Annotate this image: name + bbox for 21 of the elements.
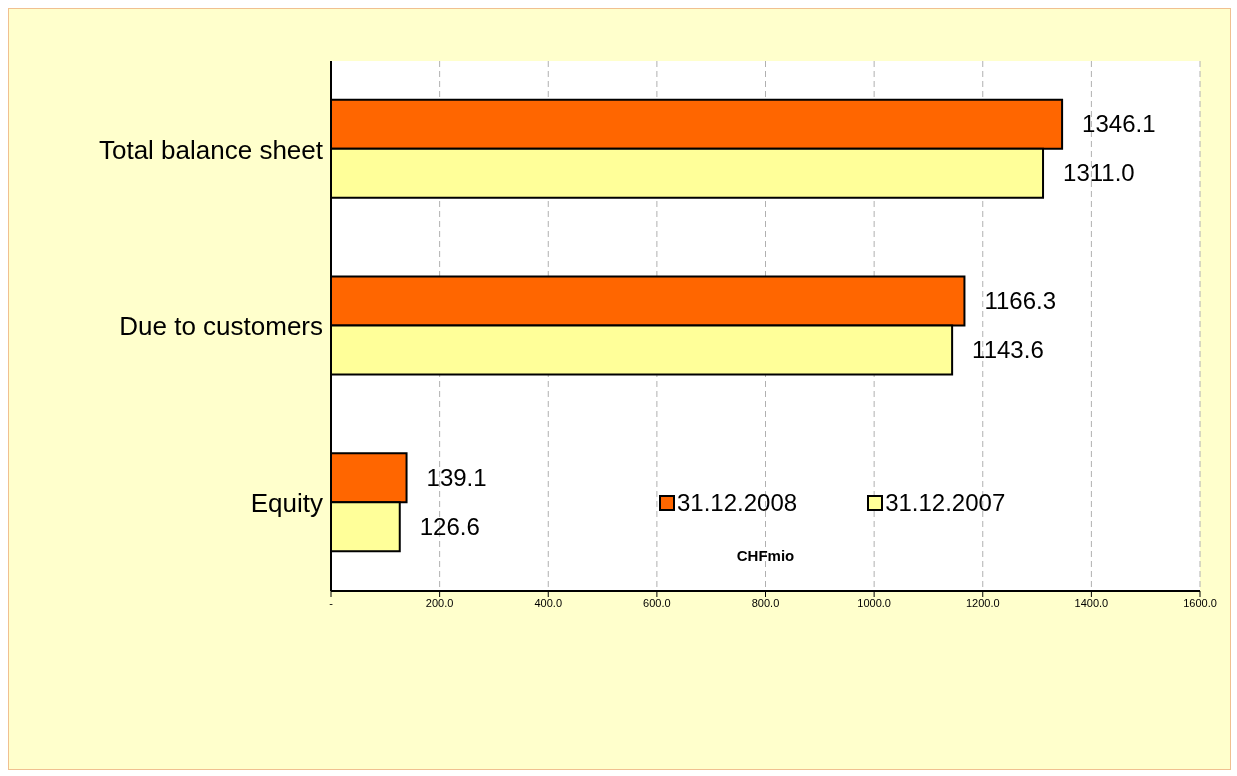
- x-tick-label: 1600.0: [1183, 596, 1217, 609]
- x-tick-label: 800.0: [751, 596, 780, 609]
- x-tick-label: 1000.0: [857, 596, 891, 609]
- y-tick-label: Equity: [250, 487, 323, 518]
- x-tick-label: 600.0: [643, 596, 671, 609]
- x-tick-label: -: [329, 596, 334, 609]
- data-label: 1311.0: [1063, 159, 1135, 187]
- y-tick-label: Due to customers: [119, 311, 323, 342]
- data-label: 126.6: [419, 512, 480, 540]
- data-label: 139.1: [426, 463, 487, 491]
- data-label: 1143.6: [972, 336, 1044, 364]
- legend-label: 31.12.2008: [677, 489, 798, 517]
- data-label: 1166.3: [984, 287, 1057, 315]
- x-tick-label: 400.0: [534, 596, 563, 609]
- x-tick-label: 1400.0: [1074, 596, 1109, 609]
- y-tick-label: Total balance sheet: [98, 134, 324, 165]
- data-label: 1346.1: [1082, 110, 1156, 138]
- legend-label: 31.12.2007: [885, 489, 1006, 517]
- x-tick-label: 200.0: [425, 596, 454, 609]
- x-axis-title: CHFmio: [736, 547, 795, 564]
- x-tick-label: 1200.0: [965, 596, 1000, 609]
